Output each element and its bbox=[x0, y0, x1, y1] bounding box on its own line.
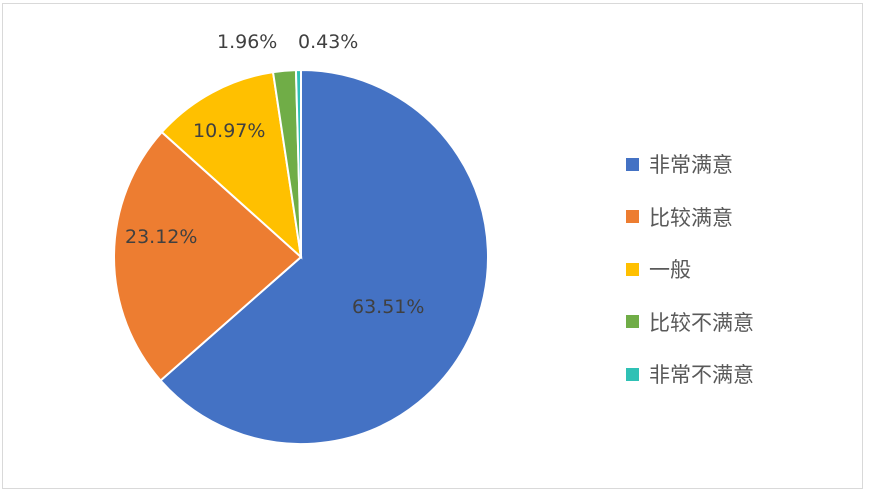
legend-swatch-icon bbox=[626, 210, 639, 224]
legend-swatch-icon bbox=[626, 262, 639, 276]
legend-item-dissatisfied: 比较不满意 bbox=[626, 296, 754, 349]
legend-label: 比较满意 bbox=[649, 205, 733, 230]
pie-slice-1 bbox=[113, 130, 303, 382]
chart-legend: 非常满意 比较满意 一般 比较不满意 非常不满意 bbox=[626, 138, 754, 401]
pie-slice-4 bbox=[294, 68, 302, 258]
data-label-neutral: 10.97% bbox=[193, 120, 266, 142]
pie-slice-2 bbox=[160, 70, 303, 260]
legend-item-satisfied: 比较满意 bbox=[626, 191, 754, 244]
data-label-very-satisfied: 63.51% bbox=[352, 296, 425, 318]
legend-item-neutral: 一般 bbox=[626, 243, 754, 296]
data-label-satisfied: 23.12% bbox=[125, 226, 198, 248]
pie-slice-0 bbox=[159, 68, 489, 445]
legend-label: 非常不满意 bbox=[649, 363, 754, 388]
legend-label: 比较不满意 bbox=[649, 310, 754, 335]
data-label-dissatisfied: 1.96% bbox=[217, 31, 278, 53]
legend-label: 非常满意 bbox=[649, 153, 733, 178]
legend-swatch-icon bbox=[626, 367, 639, 381]
legend-item-very-dissatisfied: 非常不满意 bbox=[626, 348, 754, 401]
legend-swatch-icon bbox=[626, 157, 639, 171]
data-label-very-dissatisfied: 0.43% bbox=[298, 31, 359, 53]
legend-item-very-satisfied: 非常满意 bbox=[626, 138, 754, 191]
legend-label: 一般 bbox=[649, 258, 691, 283]
legend-swatch-icon bbox=[626, 315, 639, 329]
